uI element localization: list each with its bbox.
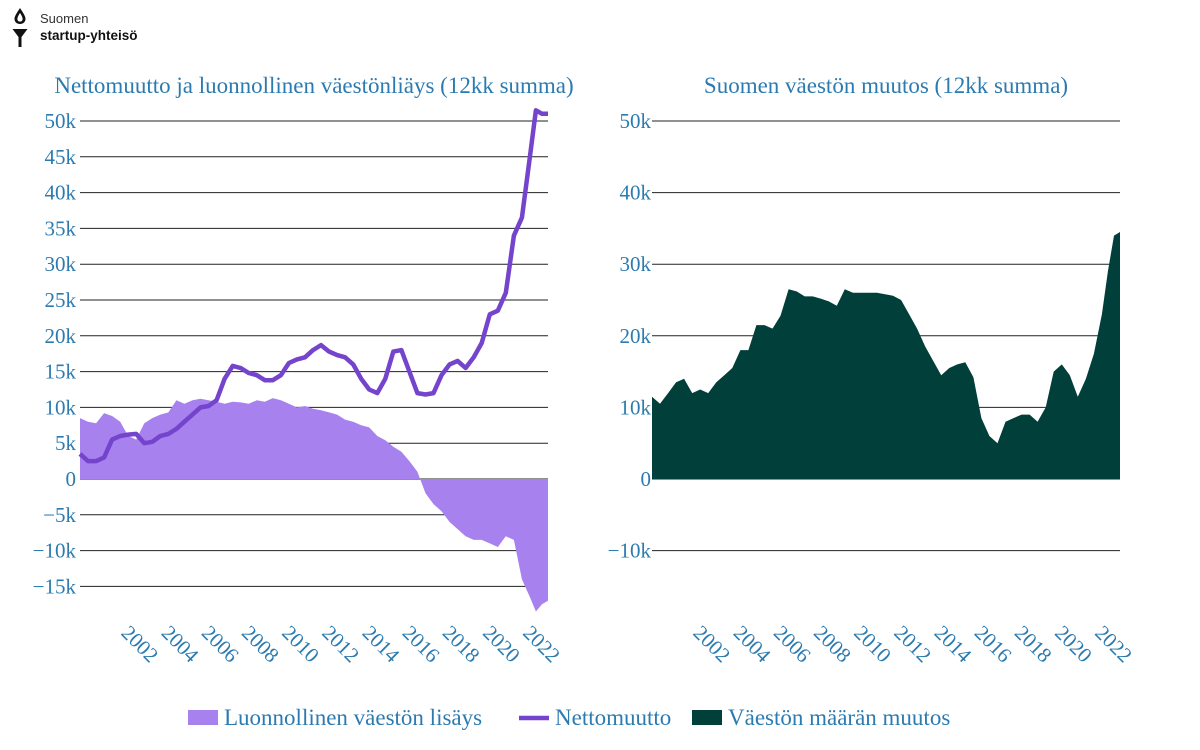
legend: Luonnollinen väestön lisäys Nettomuutto Vä…: [188, 705, 950, 730]
x-tick-label: 2022: [518, 621, 565, 668]
legend-item-net: Nettomuutto: [519, 705, 671, 730]
y-tick-label: 20k: [45, 324, 77, 348]
x-tick-label: 2002: [689, 621, 736, 668]
y-tick-label: 15k: [45, 360, 77, 384]
x-tick-label: 2008: [237, 621, 284, 668]
line-net-migration: [78, 108, 548, 464]
legend-item-total: Väestön määrän muutos: [692, 705, 950, 730]
x-tick-label: 2020: [478, 621, 525, 668]
x-tick-label: 2010: [277, 621, 324, 668]
x-tick-label: 2012: [889, 621, 936, 668]
y-tick-label: −10k: [33, 539, 77, 563]
y-tick-label: 20k: [620, 324, 652, 348]
y-tick-label: 0: [66, 467, 77, 491]
y-tick-label: 40k: [45, 181, 77, 205]
x-tick-label: 2004: [729, 621, 776, 668]
x-tick-label: 2016: [970, 621, 1017, 668]
y-tick-label: −15k: [33, 574, 77, 598]
legend-swatch: [188, 710, 218, 725]
y-tick-label: 10k: [620, 395, 652, 419]
y-tick-label: 30k: [620, 252, 652, 276]
x-tick-label: 2006: [197, 621, 244, 668]
legend-item-natural: Luonnollinen väestön lisäys: [188, 705, 482, 730]
x-tick-label: 2010: [849, 621, 896, 668]
legend-label: Väestön määrän muutos: [728, 705, 950, 730]
y-tick-label: 45k: [45, 145, 77, 169]
chart-panel-1: Nettomuutto ja luonnollinen väestönliäys…: [33, 73, 574, 668]
x-tick-label: 2002: [117, 621, 164, 668]
logo-line-1: Suomen: [40, 11, 88, 26]
y-tick-label: 30k: [45, 252, 77, 276]
x-tick-label: 2012: [317, 621, 364, 668]
logo-line-2: startup-yhteisö: [40, 28, 138, 43]
panel-title: Nettomuutto ja luonnollinen väestönliäys…: [54, 73, 573, 98]
y-tick-label: 40k: [620, 181, 652, 205]
x-tick-label: 2014: [930, 621, 977, 668]
panel-title: Suomen väestön muutos (12kk summa): [704, 73, 1068, 98]
x-tick-label: 2022: [1090, 621, 1137, 668]
y-tick-label: −5k: [43, 503, 76, 527]
x-tick-label: 2018: [1010, 621, 1057, 668]
y-tick-label: 50k: [45, 109, 77, 133]
legend-label: Luonnollinen väestön lisäys: [224, 705, 482, 730]
area-population-change: [652, 232, 1120, 479]
chart-panel-2: Suomen väestön muutos (12kk summa) −10k 0 1…: [608, 73, 1137, 668]
x-tick-label: 2016: [398, 621, 445, 668]
x-tick-label: 2020: [1050, 621, 1097, 668]
legend-label: Nettomuutto: [555, 705, 671, 730]
x-tick-label: 2004: [157, 621, 204, 668]
x-tick-label: 2014: [358, 621, 405, 668]
area-natural-increase: [80, 398, 548, 612]
y-tick-label: 35k: [45, 216, 77, 240]
drop-icon: [14, 8, 26, 24]
y-tick-label: 5k: [55, 431, 77, 455]
brand-logo: Suomen startup-yhteisö: [12, 8, 138, 47]
x-tick-label: 2018: [438, 621, 485, 668]
x-tick-label: 2008: [809, 621, 856, 668]
x-tick-label: 2006: [769, 621, 816, 668]
y-tick-label: −10k: [608, 539, 652, 563]
y-tick-label: 10k: [45, 395, 77, 419]
y-tick-label: 0: [641, 467, 652, 491]
legend-swatch: [692, 710, 722, 725]
sprout-icon: [12, 29, 28, 47]
y-tick-label: 50k: [620, 109, 652, 133]
y-tick-label: 25k: [45, 288, 77, 312]
